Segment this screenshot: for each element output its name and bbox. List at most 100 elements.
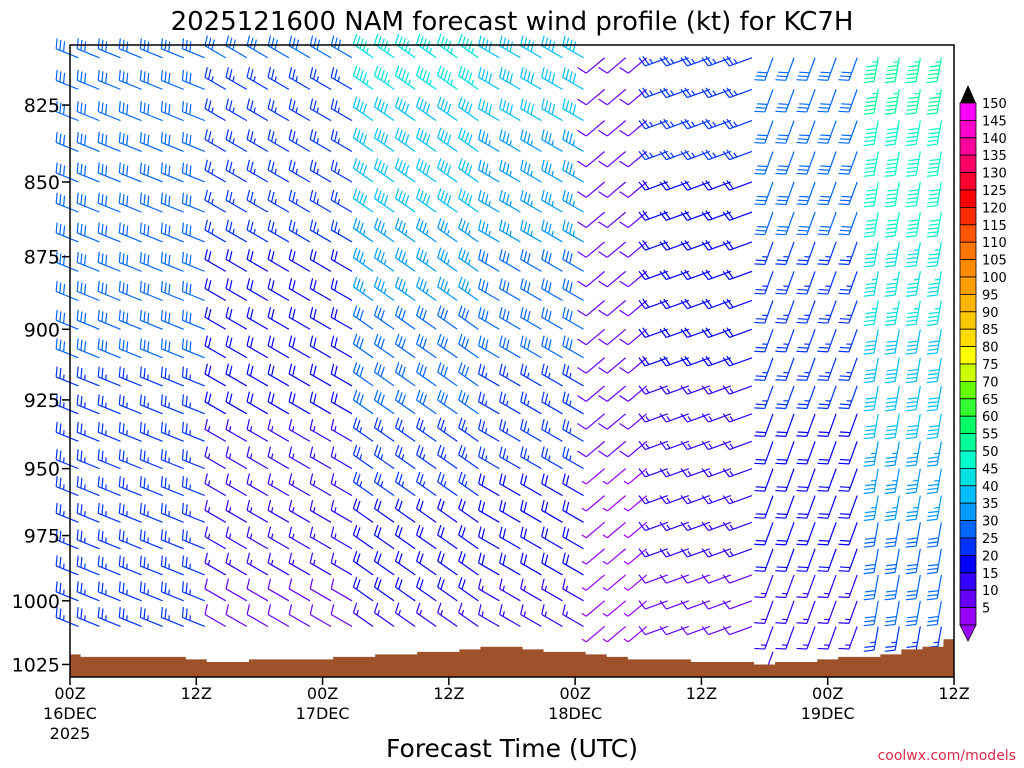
wind-barb xyxy=(638,413,668,423)
wind-barb xyxy=(160,449,184,470)
barb-flag xyxy=(97,394,100,405)
barb-flag xyxy=(147,195,150,207)
barb-flag xyxy=(488,41,492,52)
barb-flag xyxy=(541,473,545,484)
barb-half xyxy=(232,228,235,235)
colorbar-swatch xyxy=(959,224,977,243)
barb-shaft xyxy=(627,151,648,168)
wind-barb xyxy=(754,300,774,324)
wind-barb xyxy=(160,162,184,183)
barb-flag xyxy=(927,201,938,204)
barb-flag xyxy=(523,421,528,432)
wind-barb xyxy=(598,357,627,374)
barb-flag xyxy=(422,281,427,292)
barb-flag xyxy=(527,163,531,175)
barb-flag xyxy=(398,392,403,403)
barb-flag xyxy=(419,160,424,171)
wind-barb xyxy=(437,333,458,359)
barb-flag xyxy=(778,165,789,168)
barb-half xyxy=(425,229,429,236)
barb-shaft xyxy=(729,625,753,636)
barb-flag xyxy=(352,218,358,229)
barb-flag xyxy=(394,276,400,287)
wind-barb xyxy=(246,129,269,153)
barb-flag xyxy=(126,41,129,52)
barb-flag xyxy=(383,164,389,176)
wind-barb xyxy=(330,159,353,183)
barb-half xyxy=(893,92,899,95)
barb-flag xyxy=(520,67,524,78)
barb-flag xyxy=(270,393,275,404)
barb-shaft xyxy=(729,574,753,584)
wind-barb xyxy=(76,338,100,359)
barb-half xyxy=(429,79,432,85)
barb-flag xyxy=(80,102,83,114)
barb-flag xyxy=(164,102,167,114)
barb-flag xyxy=(292,393,296,404)
barb-flag xyxy=(927,76,938,80)
barb-flag xyxy=(143,556,146,568)
barb-flag xyxy=(866,158,877,162)
wind-barb xyxy=(619,211,648,229)
barb-flag xyxy=(907,104,918,107)
barb-flag xyxy=(776,106,788,109)
barb-half xyxy=(530,200,533,207)
barb-flag xyxy=(246,67,251,78)
barb-flag xyxy=(796,379,807,381)
wind-barb xyxy=(598,241,627,258)
barb-shaft xyxy=(729,413,753,423)
barb-flag xyxy=(270,251,275,262)
barb-shaft xyxy=(806,522,816,546)
wind-barb xyxy=(541,129,563,153)
barb-flag xyxy=(62,225,66,236)
barb-flag xyxy=(541,98,545,109)
barb-half xyxy=(313,426,316,432)
barb-flag xyxy=(509,104,514,115)
barb-half xyxy=(295,228,298,235)
barb-flag xyxy=(464,338,470,349)
barb-flag xyxy=(541,446,545,457)
wind-barb xyxy=(118,394,142,415)
barb-flag xyxy=(705,240,713,250)
colorbar-swatch xyxy=(959,607,977,626)
barb-shaft xyxy=(606,241,627,258)
barb-half xyxy=(387,79,390,85)
wind-barb xyxy=(97,281,121,302)
wind-barb xyxy=(659,625,690,636)
barb-flag xyxy=(544,365,549,377)
wind-barb xyxy=(267,446,290,470)
barb-flag xyxy=(499,552,503,564)
barb-flag xyxy=(467,72,473,83)
wind-barb xyxy=(437,576,458,602)
barb-flag xyxy=(168,341,171,352)
barb-shaft xyxy=(729,120,753,130)
barb-flag xyxy=(394,305,400,316)
barb-half xyxy=(581,560,587,565)
barb-flag xyxy=(886,162,898,166)
barb-flag xyxy=(164,530,167,542)
y-tick-label: 825 xyxy=(24,95,60,117)
barb-flag xyxy=(309,604,314,615)
wind-barb xyxy=(330,189,353,213)
barb-flag xyxy=(394,602,400,613)
barb-flag xyxy=(55,38,58,49)
barb-half xyxy=(645,497,650,503)
barb-half xyxy=(712,152,717,158)
barb-flag xyxy=(754,350,765,353)
barb-flag xyxy=(776,486,788,489)
barb-flag xyxy=(309,129,314,140)
barb-half xyxy=(893,61,899,63)
barb-flag xyxy=(884,235,896,238)
barb-flag xyxy=(160,69,163,81)
barb-flag xyxy=(906,139,917,143)
barb-flag xyxy=(927,290,938,293)
barb-half xyxy=(313,559,316,566)
barb-flag xyxy=(118,607,121,618)
barb-flag xyxy=(207,131,212,142)
barb-half xyxy=(484,372,488,379)
barb-flag xyxy=(59,608,62,620)
barb-flag xyxy=(249,161,254,173)
barb-flag xyxy=(886,311,898,315)
barb-flag xyxy=(394,551,400,562)
wind-barb xyxy=(680,327,711,339)
